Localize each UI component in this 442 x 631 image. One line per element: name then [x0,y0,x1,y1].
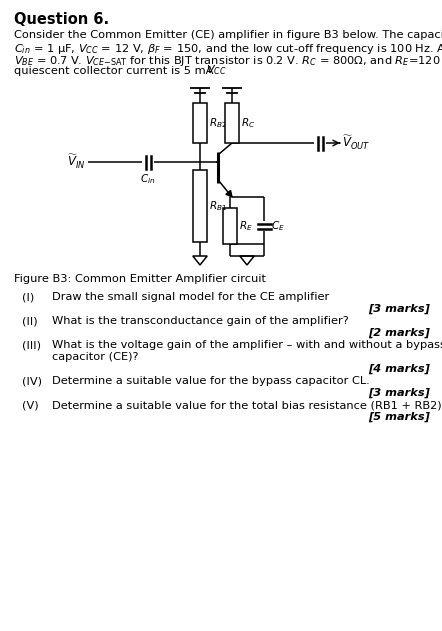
Text: (II): (II) [22,316,38,326]
Text: [5 marks]: [5 marks] [368,412,430,422]
Polygon shape [226,191,232,197]
Text: Determine a suitable value for the total bias resistance (RB1 + RB2).: Determine a suitable value for the total… [52,400,442,410]
Bar [193,170,207,242]
Text: $C_E$: $C_E$ [271,219,285,233]
Text: Figure B3: Common Emitter Amplifier circuit: Figure B3: Common Emitter Amplifier circ… [14,274,266,284]
Text: What is the voltage gain of the amplifier – with and without a bypass: What is the voltage gain of the amplifie… [52,340,442,350]
Text: (V): (V) [22,400,38,410]
Text: [4 marks]: [4 marks] [368,364,430,374]
Text: $R_{B2}$: $R_{B2}$ [209,116,227,130]
Text: $C_{in}$ = 1 μF, $V_{CC}$ = 12 V, $\beta_F$ = 150, and the low cut-off frequency: $C_{in}$ = 1 μF, $V_{CC}$ = 12 V, $\beta… [14,42,442,56]
Text: Draw the small signal model for the CE amplifier: Draw the small signal model for the CE a… [52,292,329,302]
Text: $R_C$: $R_C$ [241,116,255,130]
Text: $R_{B1}$: $R_{B1}$ [209,199,227,213]
Text: (I): (I) [22,292,34,302]
Text: $\widetilde{V}_{OUT}$: $\widetilde{V}_{OUT}$ [342,134,370,152]
Text: What is the transconductance gain of the amplifier?: What is the transconductance gain of the… [52,316,349,326]
Text: Determine a suitable value for the bypass capacitor CL.: Determine a suitable value for the bypas… [52,376,370,386]
Text: $R_E$: $R_E$ [239,219,253,233]
Text: [3 marks]: [3 marks] [368,388,430,398]
Text: $V_{CC}$: $V_{CC}$ [206,63,226,77]
Text: $V_{BE}$ = 0.7 V. $V_{CE\rm{-}SAT}$ for this BJT transistor is 0.2 V. $R_C$ = 80: $V_{BE}$ = 0.7 V. $V_{CE\rm{-}SAT}$ for … [14,54,442,68]
Bar [225,103,239,143]
Bar [223,208,237,244]
Text: (IV): (IV) [22,376,42,386]
Text: $C_{in}$: $C_{in}$ [140,172,156,186]
Text: Question 6.: Question 6. [14,12,109,27]
Text: capacitor (CE)?: capacitor (CE)? [52,352,138,362]
Text: quiescent collector current is 5 mA: quiescent collector current is 5 mA [14,66,213,76]
Text: [2 marks]: [2 marks] [368,328,430,338]
Text: Consider the Common Emitter (CE) amplifier in figure B3 below. The capacitor: Consider the Common Emitter (CE) amplifi… [14,30,442,40]
Text: (III): (III) [22,340,41,350]
Text: [3 marks]: [3 marks] [368,304,430,314]
Text: $\widetilde{V}_{IN}$: $\widetilde{V}_{IN}$ [68,153,86,171]
Bar [193,103,207,143]
